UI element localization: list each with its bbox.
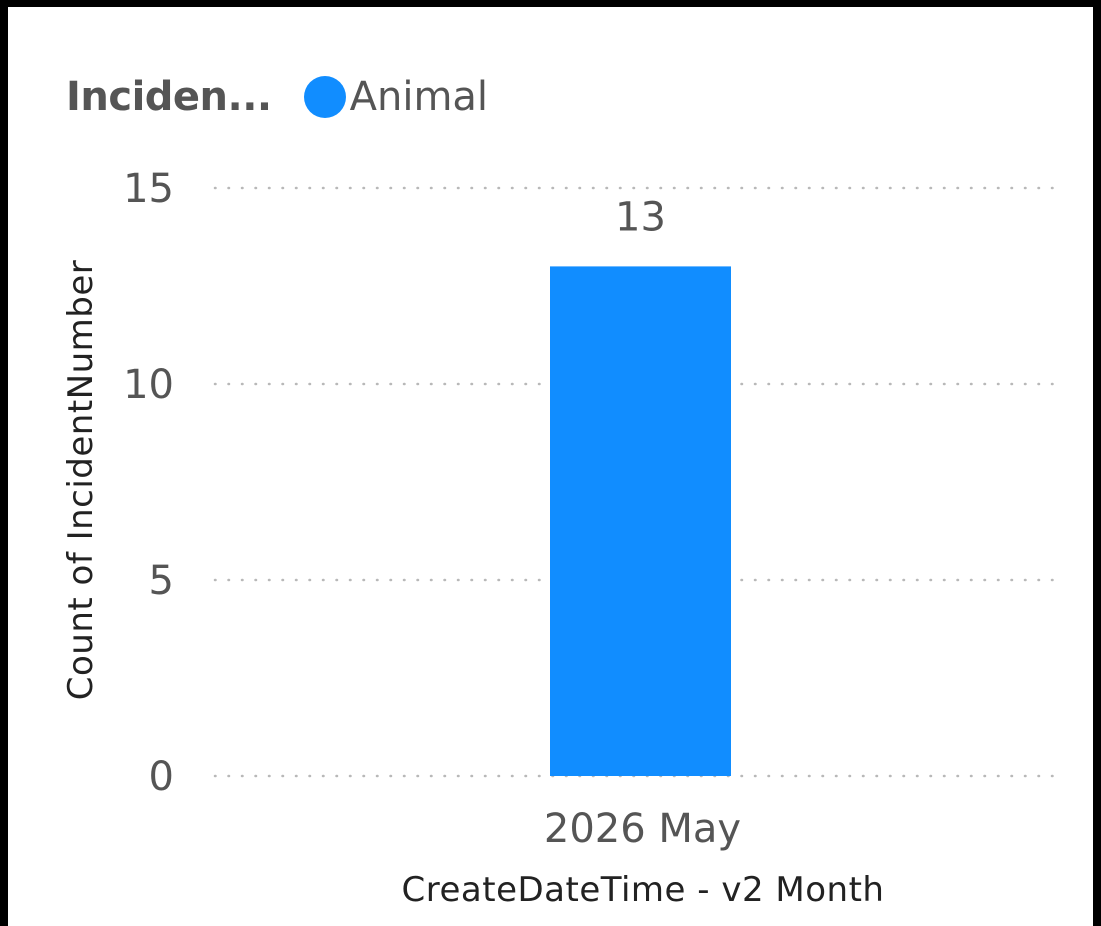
x-tick-label: 2026 May — [544, 806, 741, 852]
data-labels: 13 — [615, 194, 666, 240]
y-tick-label: 10 — [123, 362, 174, 408]
y-tick-label: 15 — [123, 166, 174, 212]
x-axis: 2026 May — [544, 806, 741, 852]
legend-marker-icon — [303, 76, 346, 118]
data-label: 13 — [615, 194, 666, 240]
bar[interactable] — [550, 266, 731, 776]
legend-item-label: Animal — [349, 74, 489, 120]
y-axis: 0 5 10 15 — [123, 166, 174, 800]
x-axis-title: CreateDateTime - v2 Month — [402, 870, 885, 910]
bars — [550, 266, 731, 776]
legend-item-animal[interactable]: Animal — [303, 74, 489, 120]
legend: Inciden... Animal — [66, 71, 488, 123]
y-tick-label: 0 — [149, 754, 174, 800]
legend-title: Inciden... — [66, 74, 272, 120]
y-tick-label: 5 — [149, 558, 174, 604]
y-axis-title: Count of IncidentNumber — [61, 260, 101, 701]
